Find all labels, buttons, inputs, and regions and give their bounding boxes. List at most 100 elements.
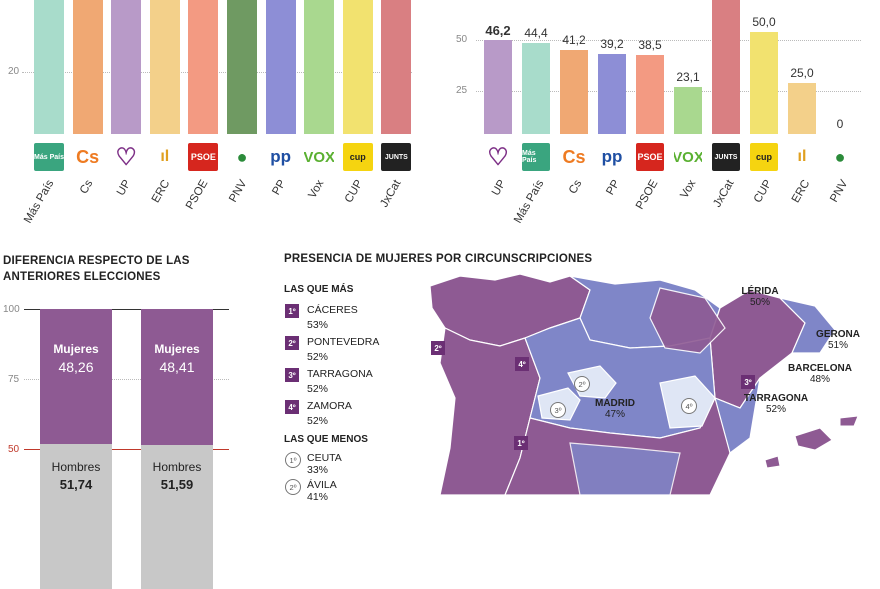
region-mallorca xyxy=(794,427,833,451)
logo-cs-icon: Cs xyxy=(72,143,103,171)
xlabel-psoe: PSOE xyxy=(184,178,211,212)
logo-cup-icon: cup xyxy=(750,143,778,171)
xlabel-pp: PP xyxy=(604,178,623,198)
marker-tarragona: 3º xyxy=(741,375,755,389)
logo-pp-icon: pp xyxy=(265,143,296,171)
xlabel-psoe: PSOE xyxy=(634,178,661,212)
rank-badge-least-1: 1º xyxy=(285,452,301,468)
xlabel-cs: Cs xyxy=(77,178,95,197)
label-madrid: MADRID 47% xyxy=(585,398,645,420)
logo-up-icon: ♡ xyxy=(111,143,142,171)
bar-erc xyxy=(788,83,816,134)
value-label-cup: 50,0 xyxy=(752,15,776,29)
list-name-tarragona: TARRAGONA xyxy=(307,368,373,380)
logo-mas-pais-icon: Más País xyxy=(522,143,550,171)
list-pct-pontevedra: 52% xyxy=(307,351,329,363)
value-label-pnv: 0 xyxy=(836,117,844,131)
xlabel-cup: CUP xyxy=(751,178,775,206)
marker-avila: 2º xyxy=(574,376,590,392)
value-label-mas-pais: 44,4 xyxy=(524,26,548,41)
region-ne-mid xyxy=(649,287,726,354)
marker-zamora: 4º xyxy=(515,357,529,371)
chart-right: 50 25 46,2 ♡ UP 44,4 Más País Más País 41,2 Cs C… xyxy=(440,0,880,240)
bar-erc xyxy=(149,0,180,134)
xlabel-up: UP xyxy=(490,178,509,198)
logo-jxcat-icon: JUNTS xyxy=(381,143,412,171)
label-lerida-name: LÉRIDA xyxy=(741,286,779,297)
label-madrid-name: MADRID xyxy=(595,398,635,409)
label-barcelona-pct: 48% xyxy=(809,374,830,385)
marker-caceres: 1º xyxy=(514,436,528,450)
label-lerida-pct: 50% xyxy=(749,297,770,308)
label-tarragona: TARRAGONA 52% xyxy=(740,393,812,415)
label-hombres-actuales: Hombres xyxy=(152,460,202,474)
y-tick-20: 20 xyxy=(8,66,20,77)
rank-badge-most-1: 1º xyxy=(285,304,299,318)
y-tick-75: 75 xyxy=(8,374,20,385)
value-label-cs: 41,2 xyxy=(562,32,586,47)
region-menorca xyxy=(839,415,859,427)
value-label-psoe: 38,5 xyxy=(638,38,662,53)
value-hombres-actuales: 51,59 xyxy=(160,477,194,492)
rank-badge-most-4: 4º xyxy=(285,400,299,414)
bar-cup xyxy=(342,0,373,134)
list-name-zamora: ZAMORA xyxy=(307,400,352,412)
spain-map: 2º 4º 3º 1º 2º 3º 4º LÉRIDA 50% GERONA 5… xyxy=(420,268,880,496)
list-name-caceres: CÁCERES xyxy=(307,304,358,316)
logo-pp-icon: pp xyxy=(598,143,626,171)
list-name-ceuta: CEUTA xyxy=(307,452,342,464)
xlabel-cs: Cs xyxy=(566,178,585,197)
y-tick-100: 100 xyxy=(3,304,20,315)
bar-jxcat xyxy=(381,0,412,134)
xlabel-pnv: PNV xyxy=(227,178,250,205)
list-pct-caceres: 53% xyxy=(307,319,329,331)
logo-cup-icon: cup xyxy=(342,143,373,171)
logo-cs-icon: Cs xyxy=(560,143,588,171)
xlabel-jxcat: JxCat xyxy=(378,178,404,210)
xlabel-erc: ERC xyxy=(789,178,813,206)
value-label-erc: 25,0 xyxy=(790,66,814,80)
list-name-avila: ÁVILA xyxy=(307,479,337,491)
label-gerona-pct: 51% xyxy=(827,340,848,351)
xlabel-pp: PP xyxy=(269,178,288,198)
xlabel-cup: CUP xyxy=(342,178,366,206)
bar-vox xyxy=(674,86,702,134)
xlabel-mas-pais: Más País xyxy=(512,178,547,226)
bar-cup xyxy=(750,32,778,134)
gridline xyxy=(476,91,861,92)
bar-up xyxy=(111,0,142,134)
logo-vox-icon: VOX xyxy=(304,143,335,171)
y-tick-50: 50 xyxy=(8,444,20,455)
xlabel-vox: Vox xyxy=(306,178,327,201)
bar-cs xyxy=(72,0,103,134)
logo-pnv-icon: ● xyxy=(826,143,854,171)
line-75 xyxy=(24,379,229,380)
label-tarragona-name: TARRAGONA xyxy=(743,393,809,404)
logo-mas-pais-icon: Más País xyxy=(34,143,64,171)
least-heading: LAS QUE MENOS xyxy=(284,434,368,445)
y-tick-25: 25 xyxy=(456,85,468,96)
bar-pp xyxy=(598,54,626,134)
label-mujeres-anteriores: Mujeres xyxy=(53,342,99,356)
logo-erc-icon: ıl xyxy=(788,143,816,171)
marker-pontevedra: 2º xyxy=(431,341,445,355)
value-hombres-anteriores: 51,74 xyxy=(59,477,93,492)
bar-vox xyxy=(304,0,335,134)
xlabel-erc: ERC xyxy=(149,178,173,206)
bar-cs xyxy=(560,49,588,134)
value-label-pp: 39,2 xyxy=(600,37,624,52)
xlabel-jxcat: JxCat xyxy=(711,178,737,210)
region-south-mid xyxy=(569,442,681,496)
region-catalonia-east xyxy=(778,296,836,354)
difference-section: DIFERENCIA RESPECTO DE LAS ANTERIORES EL… xyxy=(0,250,240,589)
value-label-vox: 23,1 xyxy=(676,69,700,84)
region-east-coast xyxy=(714,377,761,455)
bar-up xyxy=(484,39,512,134)
line-50 xyxy=(24,449,229,450)
logo-vox-icon: VOX xyxy=(674,143,702,171)
label-gerona-name: GERONA xyxy=(816,329,860,340)
xlabel-vox: Vox xyxy=(678,178,699,201)
logo-psoe-icon: PSOE xyxy=(636,143,664,171)
label-gerona: GERONA 51% xyxy=(808,329,868,351)
most-heading: LAS QUE MÁS xyxy=(284,284,354,295)
